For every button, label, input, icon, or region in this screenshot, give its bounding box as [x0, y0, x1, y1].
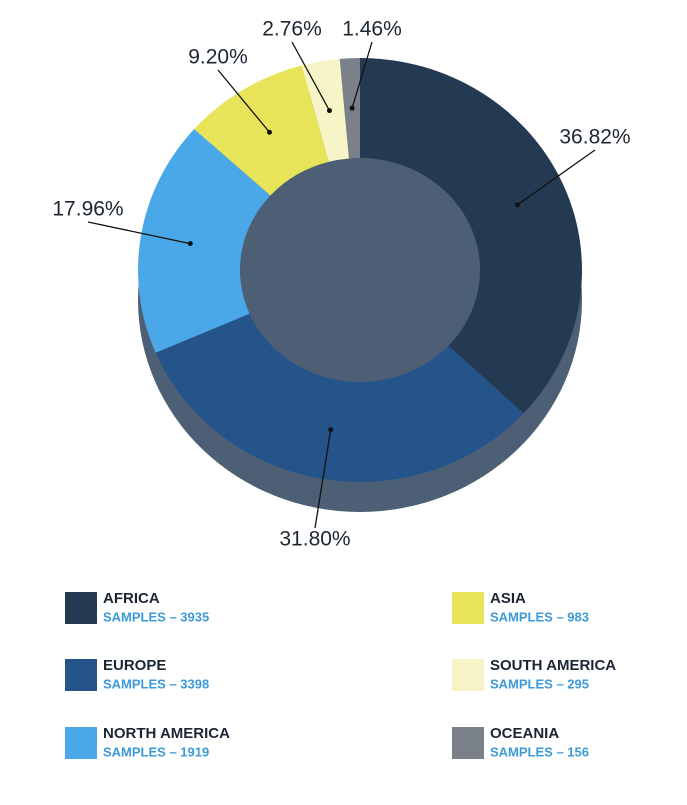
legend-name: ASIA — [490, 590, 526, 607]
legend-samples: SAMPLES – 1919 — [103, 744, 209, 759]
leader-line — [351, 41, 373, 109]
slice — [155, 313, 524, 482]
leader-line — [314, 429, 332, 529]
leader-line — [217, 69, 270, 133]
legend-swatch — [452, 592, 484, 624]
legend-name: EUROPE — [103, 657, 166, 674]
legend-name: AFRICA — [103, 590, 160, 607]
legend-swatch — [65, 727, 97, 759]
leader-dot — [326, 108, 332, 114]
slice — [301, 58, 350, 162]
legend-samples: SAMPLES – 983 — [490, 609, 589, 624]
legend-samples: SAMPLES – 3935 — [103, 609, 209, 624]
legend-name: NORTH AMERICA — [103, 725, 230, 742]
legend-swatch — [65, 592, 97, 624]
legend-samples: SAMPLES – 3398 — [103, 676, 209, 691]
slice — [194, 65, 329, 196]
slice — [360, 58, 582, 414]
legend-samples: SAMPLES – 295 — [490, 676, 589, 691]
leader-dot — [187, 241, 193, 247]
legend-name: SOUTH AMERICA — [490, 657, 616, 674]
leader-dot — [328, 427, 334, 433]
leader-dot — [349, 105, 355, 111]
value-label: 17.96% — [52, 198, 123, 221]
legend-samples: SAMPLES – 156 — [490, 744, 589, 759]
value-label: 31.80% — [279, 528, 350, 551]
legend-swatch — [65, 659, 97, 691]
legend-swatch — [452, 659, 484, 691]
slice — [138, 129, 271, 353]
leader-line — [87, 221, 191, 245]
value-label: 9.20% — [188, 46, 248, 69]
legend-name: OCEANIA — [490, 725, 559, 742]
value-label: 36.82% — [559, 126, 630, 149]
legend-swatch — [452, 727, 484, 759]
value-label: 1.46% — [342, 18, 402, 41]
leader-dot — [266, 129, 272, 135]
value-label: 2.76% — [262, 18, 322, 41]
leader-line — [291, 41, 331, 111]
leader-line — [517, 149, 596, 206]
leader-dot — [514, 202, 520, 208]
